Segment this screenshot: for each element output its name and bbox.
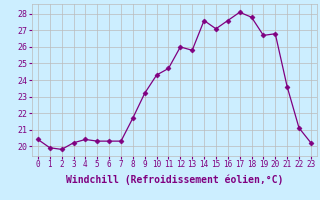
- X-axis label: Windchill (Refroidissement éolien,°C): Windchill (Refroidissement éolien,°C): [66, 175, 283, 185]
